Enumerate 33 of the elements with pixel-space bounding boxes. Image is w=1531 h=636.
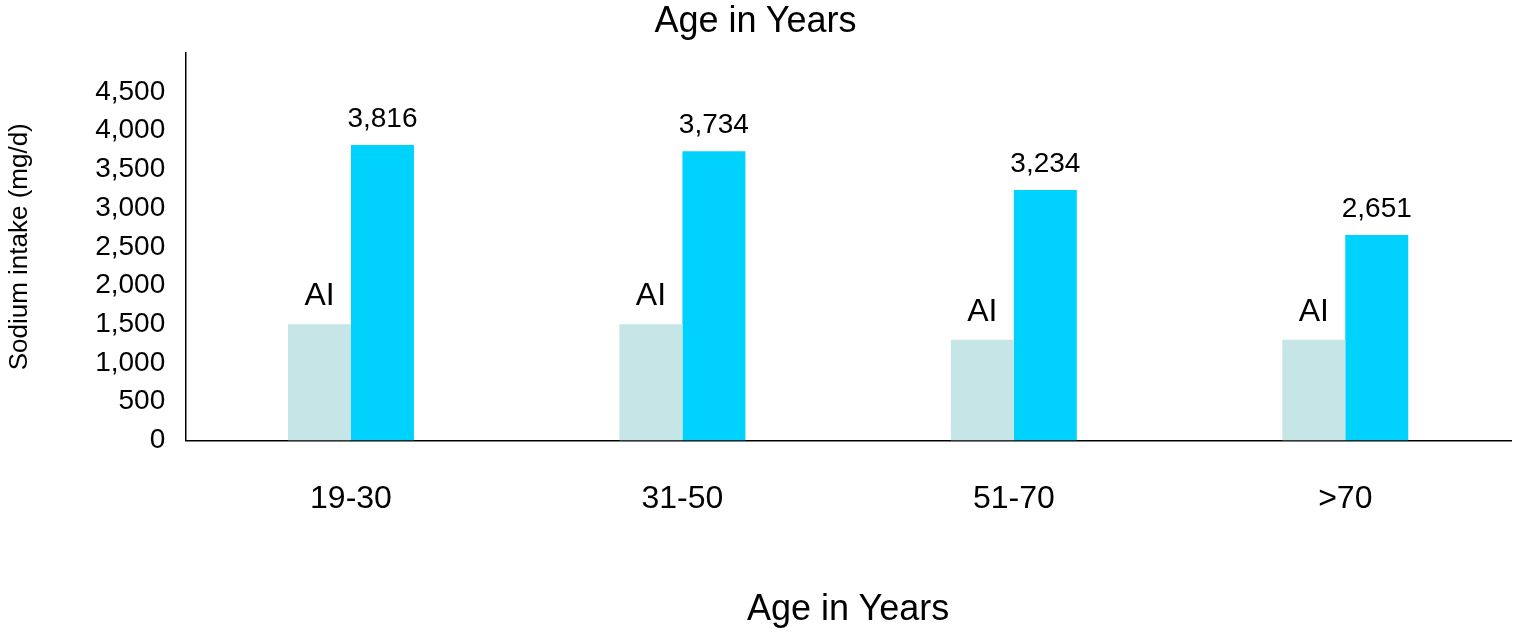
data-label: AI	[1298, 291, 1329, 328]
bar	[350, 144, 414, 441]
bar	[619, 324, 683, 441]
data-label: AI	[304, 276, 335, 313]
bar	[1282, 339, 1346, 441]
x-tick-label: 31-50	[641, 479, 724, 516]
bar	[1013, 189, 1077, 441]
y-tick-label: 4,000	[95, 113, 166, 145]
y-tick-label: 4,500	[95, 74, 166, 106]
y-tick-label: 500	[118, 384, 166, 416]
data-label: AI	[635, 276, 667, 313]
x-tick-label: 51-70	[972, 479, 1055, 516]
y-axis-title: Sodium intake (mg/d)	[2, 123, 33, 371]
bar	[950, 339, 1014, 441]
bar	[288, 324, 351, 441]
chart-title: Age in Years	[654, 0, 857, 40]
x-tick-label: >70	[1318, 479, 1373, 516]
bar	[682, 151, 746, 441]
data-label: AI	[967, 291, 998, 328]
y-tick-label: 3,500	[95, 152, 166, 184]
x-tick-label: 19-30	[310, 479, 392, 516]
y-tick-label: 0	[149, 423, 166, 455]
y-tick-label: 2,000	[95, 268, 166, 300]
y-tick-label: 2,500	[95, 229, 166, 261]
data-label: 2,651	[1341, 191, 1412, 223]
bar	[1345, 235, 1409, 441]
data-label: 3,816	[347, 101, 418, 133]
y-tick-label: 3,000	[95, 190, 166, 222]
y-tick-label: 1,500	[95, 306, 166, 338]
data-label: 3,734	[678, 107, 749, 139]
data-label: 3,234	[1010, 146, 1081, 178]
y-tick-label: 1,000	[95, 345, 166, 377]
x-axis-title: Age in Years	[747, 587, 950, 629]
